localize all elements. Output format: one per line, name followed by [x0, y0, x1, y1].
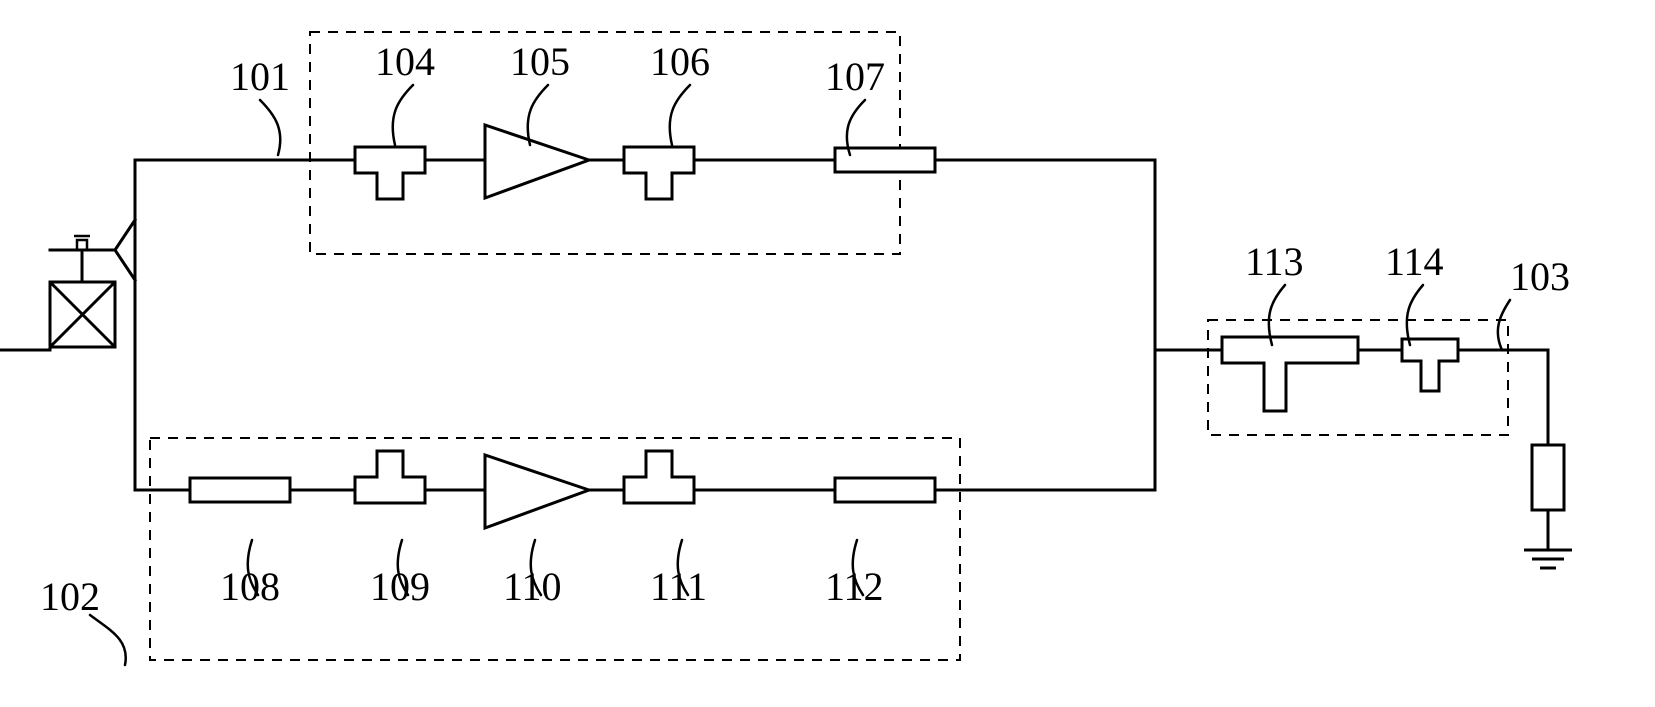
tee-104-stub [377, 173, 403, 199]
label-n112: 112 [825, 564, 884, 609]
dashed-box-bottom [150, 438, 960, 660]
lead-n102 [90, 615, 126, 665]
label-n104: 104 [375, 39, 435, 84]
tee-104-bar [355, 147, 425, 173]
tee-113-stub [1264, 363, 1286, 411]
amplifier-110 [485, 455, 589, 528]
lead-n103 [1498, 300, 1510, 350]
tee-114-stub [1421, 361, 1439, 391]
circuit-diagram: 101 102 103 104 105 106 107 108 109 110 111 112 113 1… [0, 0, 1655, 707]
load-resistor [1532, 445, 1564, 510]
tee-111-bar [624, 477, 694, 503]
label-n108: 108 [220, 564, 280, 609]
label-n103: 103 [1510, 254, 1570, 299]
tee-106-bar [624, 147, 694, 173]
label-n113: 113 [1245, 239, 1304, 284]
tee-109-stub [377, 451, 403, 477]
components-layer [50, 125, 1572, 568]
label-n102: 102 [40, 574, 100, 619]
block-108 [190, 478, 290, 502]
lead-n101 [260, 100, 280, 155]
tee-106-stub [646, 173, 672, 199]
lead-n105 [528, 85, 548, 145]
ground-icon [1524, 550, 1572, 568]
label-n106: 106 [650, 39, 710, 84]
label-n105: 105 [510, 39, 570, 84]
label-n111: 111 [650, 564, 707, 609]
wire-2 [115, 220, 135, 280]
tee-109-bar [355, 477, 425, 503]
lead-n106 [670, 85, 690, 145]
tee-111-stub [646, 451, 672, 477]
lead-n104 [393, 85, 413, 145]
switch-x-icon [50, 282, 115, 347]
label-n109: 109 [370, 564, 430, 609]
block-112 [835, 478, 935, 502]
amplifier-105 [485, 125, 589, 198]
label-n101: 101 [230, 54, 290, 99]
label-n107: 107 [825, 54, 885, 99]
label-leads-layer [90, 85, 1510, 665]
lead-n114 [1407, 285, 1423, 345]
label-n114: 114 [1385, 239, 1444, 284]
label-n110: 110 [503, 564, 562, 609]
labels-layer: 101 102 103 104 105 106 107 108 109 110 111 112 113 1… [40, 39, 1570, 619]
tee-113-bar [1222, 337, 1358, 363]
